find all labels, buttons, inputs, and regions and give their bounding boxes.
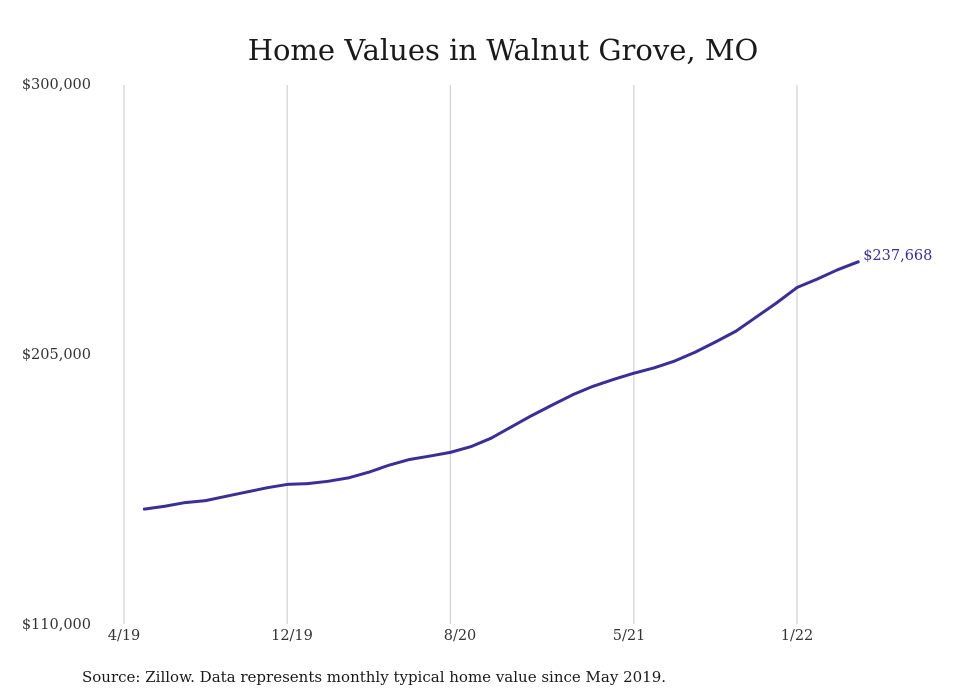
x-tick-label-4-19: 4/19 <box>108 628 141 644</box>
data-point-2021-07 <box>673 359 677 363</box>
data-point-2019-06 <box>163 504 167 508</box>
data-point-2021-04 <box>612 378 615 381</box>
data-point-2020-09 <box>469 445 473 449</box>
data-point-2022-01 <box>795 286 799 289</box>
data-point-2020-06 <box>408 458 411 461</box>
data-point-2022-04 <box>856 260 860 264</box>
data-point-2021-06 <box>652 366 656 370</box>
data-point-2021-12 <box>775 301 779 305</box>
data-point-2019-10 <box>244 490 248 494</box>
y-tick-label-min: $110,000 <box>22 617 91 633</box>
x-tick-label-8-20: 8/20 <box>444 628 477 644</box>
data-point-2021-03 <box>591 384 595 388</box>
data-point-2020-03 <box>346 476 350 480</box>
data-point-2020-04 <box>367 470 371 474</box>
data-point-2021-02 <box>571 393 575 397</box>
chart-title: Home Values in Walnut Grove, MO <box>248 33 759 67</box>
grid-lines <box>123 85 798 624</box>
data-point-2021-05 <box>632 371 636 375</box>
source-note: Source: Zillow. Data represents monthly … <box>82 668 666 686</box>
data-point-2019-05 <box>142 507 146 511</box>
y-tick-label-mid: $205,000 <box>22 347 91 363</box>
data-point-2022-02 <box>815 277 819 281</box>
data-point-2019-12 <box>285 483 289 486</box>
data-point-2019-11 <box>265 486 269 490</box>
x-tick-label-1-22: 1/22 <box>781 628 814 644</box>
data-point-2021-10 <box>734 329 738 333</box>
data-point-2020-05 <box>387 463 391 467</box>
y-tick-label-max: $300,000 <box>22 77 91 93</box>
data-point-2021-01 <box>550 403 554 407</box>
data-point-2019-08 <box>204 499 207 502</box>
data-point-2019-07 <box>183 501 187 504</box>
series-points <box>142 260 860 511</box>
data-point-2020-07 <box>428 454 432 458</box>
data-point-2021-11 <box>754 315 758 319</box>
data-point-2020-08 <box>448 450 452 454</box>
x-tick-label-5-21: 5/21 <box>613 628 646 644</box>
data-point-2020-10 <box>489 436 493 440</box>
data-point-2020-01 <box>306 482 309 485</box>
data-point-2020-12 <box>530 414 534 417</box>
data-point-2020-02 <box>326 479 330 483</box>
x-tick-label-12-19: 12/19 <box>271 628 313 644</box>
data-point-2022-03 <box>836 268 840 272</box>
end-value-label: $237,668 <box>863 248 932 264</box>
data-point-2020-11 <box>510 425 513 429</box>
data-point-2019-09 <box>224 494 228 498</box>
data-point-2021-09 <box>714 340 717 344</box>
series-line <box>142 260 860 511</box>
data-point-2021-08 <box>693 350 697 354</box>
